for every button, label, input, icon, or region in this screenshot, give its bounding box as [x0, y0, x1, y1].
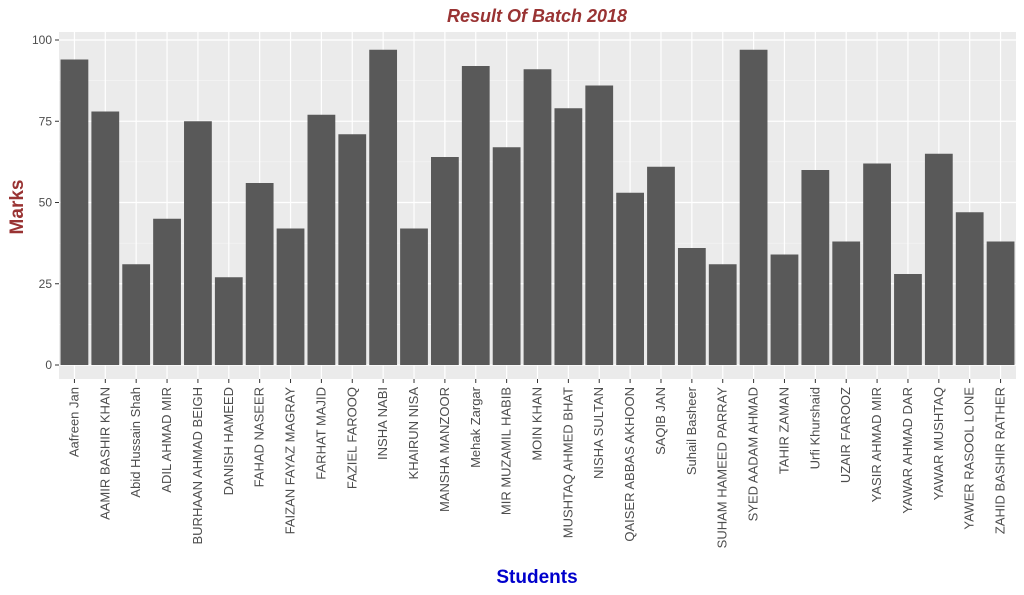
y-tick-label: 25 [39, 277, 53, 291]
x-tick-label: Mehak Zargar [468, 386, 483, 468]
x-tick-label: AAMIR BASHIR KHAN [97, 387, 112, 520]
x-tick-label: Aafreen Jan [66, 387, 81, 457]
bar [91, 111, 120, 365]
x-tick-label: YAWER RASOOL LONE [962, 387, 977, 530]
y-tick-label: 0 [45, 358, 52, 372]
x-tick-label: UZAIR FAROOZ [838, 387, 853, 483]
bar [184, 121, 212, 365]
x-axis-title: Students [496, 567, 577, 588]
bar [647, 166, 675, 365]
y-tick-label: 50 [39, 196, 53, 210]
y-axis-title: Marks [7, 180, 28, 235]
bar [986, 241, 1015, 365]
x-tick-label: INSHA NABI [375, 387, 390, 460]
bar [832, 241, 861, 365]
y-axis: 0 25 50 75 100 [32, 33, 59, 372]
y-tick-label: 100 [32, 33, 52, 47]
bar [585, 85, 614, 365]
bar [739, 49, 768, 365]
x-tick-label: DANISH HAMEED [221, 387, 236, 495]
bar [616, 192, 644, 365]
x-tick-label: FAIZAN FAYAZ MAGRAY [283, 387, 298, 535]
bar [400, 228, 428, 365]
bar [924, 153, 953, 365]
bar [276, 228, 305, 365]
bar [955, 212, 984, 365]
bar [214, 277, 243, 365]
x-tick-label: FARHAT MAJID [313, 387, 328, 480]
x-tick-label: Suhail Basheer [684, 386, 699, 475]
x-tick-label: FAHAD NASEER [252, 387, 267, 487]
x-tick-label: QAISER ABBAS AKHOON [622, 387, 637, 542]
bars [60, 49, 1015, 365]
bar [461, 66, 490, 365]
x-tick-label: YASIR AHMAD MIR [869, 387, 884, 502]
x-tick-label: YAWAR MUSHTAQ [931, 387, 946, 500]
bar [122, 264, 151, 365]
x-tick-label: NISHA SULTAN [591, 387, 606, 479]
y-tick-label: 75 [39, 114, 53, 128]
x-tick-label: SAQIB JAN [653, 387, 668, 455]
x-tick-label: Abid Hussain Shah [128, 387, 143, 498]
bar [338, 134, 367, 365]
x-tick-label: TAHIR ZAMAN [776, 387, 791, 474]
x-tick-label: MANSHA MANZOOR [437, 387, 452, 512]
x-tick-label: MOIN KHAN [530, 387, 545, 461]
x-tick-label: YAWAR AHMAD DAR [900, 387, 915, 514]
x-tick-label: SUHAM HAMEED PARRAY [715, 387, 730, 549]
x-tick-label: ADIL AHMAD MIR [159, 387, 174, 493]
x-tick-label: FAZIEL FAROOQ [344, 387, 359, 489]
bar [801, 170, 830, 365]
bar [554, 108, 583, 365]
x-tick-label: SYED AADAM AHMAD [746, 387, 761, 521]
bar [307, 114, 336, 365]
bar [153, 218, 181, 365]
bar [492, 147, 521, 365]
x-tick-label: Urfi Khurshaid [807, 387, 822, 469]
bar [369, 49, 398, 365]
x-tick-label: ZAHID BASHIR RATHER [993, 387, 1008, 534]
x-tick-label: BURHAAN AHMAD BEIGH [190, 387, 205, 544]
bar [431, 157, 459, 365]
bar [708, 264, 737, 365]
bar [523, 69, 552, 365]
bar [60, 59, 89, 365]
x-tick-label: MIR MUZAMIL HABIB [499, 387, 514, 515]
x-tick-label: KHAIRUN NISA [406, 387, 421, 480]
x-tick-label: MUSHTAQ AHMED BHAT [560, 387, 575, 538]
bar [770, 254, 799, 365]
bar [894, 274, 922, 365]
bar [863, 163, 891, 365]
bar [245, 183, 274, 365]
bar [677, 248, 706, 365]
chart-title: Result Of Batch 2018 [447, 6, 627, 26]
x-axis: Aafreen Jan AAMIR BASHIR KHAN Abid Hussain… [66, 379, 1008, 549]
